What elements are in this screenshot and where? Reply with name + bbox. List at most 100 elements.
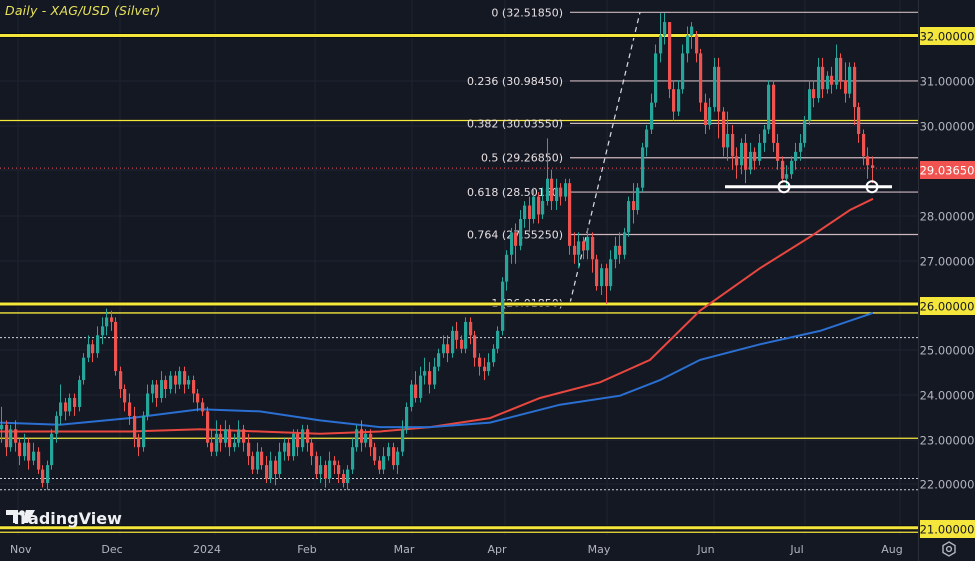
candle [414, 384, 418, 398]
candle [433, 366, 437, 385]
price-axis-label: 22.00000 [920, 478, 975, 492]
candle [187, 380, 191, 385]
candle [101, 326, 105, 336]
candle [672, 89, 676, 112]
candle [174, 375, 178, 385]
candle [559, 187, 563, 197]
price-axis-label: 27.00000 [920, 255, 975, 269]
candle [478, 357, 482, 367]
fib-trend-line[interactable] [569, 12, 641, 304]
candle [677, 89, 681, 112]
time-axis-label: Jul [789, 543, 803, 556]
candle [310, 442, 314, 457]
candle [451, 330, 455, 354]
candle [776, 142, 780, 161]
candle [346, 469, 350, 483]
price-label-badge [920, 520, 975, 538]
candle [627, 201, 631, 233]
candle [210, 442, 214, 452]
candle [178, 371, 182, 385]
candle [133, 415, 137, 439]
candle [419, 375, 423, 398]
candle [27, 442, 31, 461]
candle [623, 232, 627, 255]
candle [369, 433, 373, 448]
moving-average-blue[interactable] [0, 311, 874, 429]
candle [483, 366, 487, 372]
time-axis[interactable] [0, 536, 918, 561]
candle [228, 429, 232, 448]
candle [301, 429, 305, 448]
candle [183, 371, 187, 385]
candle [410, 384, 414, 407]
candle [201, 402, 205, 412]
candle [835, 57, 839, 85]
candle [41, 469, 45, 483]
candle [650, 102, 654, 130]
candle [155, 384, 159, 398]
candlesticks[interactable] [0, 13, 875, 490]
candle [382, 456, 386, 470]
candle [817, 66, 821, 99]
candle [654, 53, 658, 103]
candle [401, 429, 405, 452]
candle [763, 129, 767, 143]
candle [87, 344, 91, 358]
candle [514, 232, 518, 246]
candle [296, 433, 300, 448]
candle [600, 268, 604, 287]
candle [564, 183, 568, 197]
fibonacci-retracement[interactable]: 0 (32.51850) 0.236 (30.98450) 0.382 (30.03… [467, 6, 918, 310]
candle [306, 429, 310, 443]
candle [151, 384, 155, 394]
moving-average-red[interactable] [0, 197, 874, 435]
candle [690, 26, 694, 36]
price-axis-label: 24.00000 [920, 389, 975, 403]
candle [659, 35, 663, 54]
fib-level-label: 0.382 (30.03550) [467, 117, 563, 130]
candle [328, 460, 332, 479]
candle [265, 465, 269, 479]
candle [614, 245, 618, 260]
candle [844, 80, 848, 94]
candle [405, 406, 409, 430]
candle [731, 133, 735, 157]
price-axis-label: 23.00000 [920, 434, 975, 448]
candle [37, 451, 41, 470]
candle [717, 66, 721, 112]
support-touch-circle [777, 180, 791, 194]
candle [537, 196, 541, 215]
chart-settings-gear-icon[interactable] [940, 540, 958, 558]
candle [287, 442, 291, 457]
candle [128, 402, 132, 416]
price-axis-label: 26.00000 [920, 300, 975, 314]
candle [437, 353, 441, 367]
candle [146, 393, 150, 416]
candle [219, 433, 223, 443]
candle [785, 174, 789, 179]
candle [373, 447, 377, 461]
candle [0, 424, 4, 430]
candle [772, 84, 776, 143]
candle [283, 442, 287, 452]
candle [428, 371, 432, 385]
support-touch-circle [865, 180, 879, 194]
candle [105, 317, 109, 327]
candle [568, 183, 572, 246]
candle [46, 465, 50, 483]
candle [119, 371, 123, 390]
candle [360, 429, 364, 443]
candle [269, 460, 273, 479]
candle [668, 22, 672, 90]
candle [164, 380, 168, 390]
candle [18, 442, 22, 457]
candle [446, 344, 450, 354]
price-axis[interactable] [919, 0, 975, 561]
time-axis-label: Apr [487, 543, 507, 556]
candle [455, 330, 459, 340]
candle [337, 465, 341, 475]
candle [423, 371, 427, 376]
candle [260, 451, 264, 466]
